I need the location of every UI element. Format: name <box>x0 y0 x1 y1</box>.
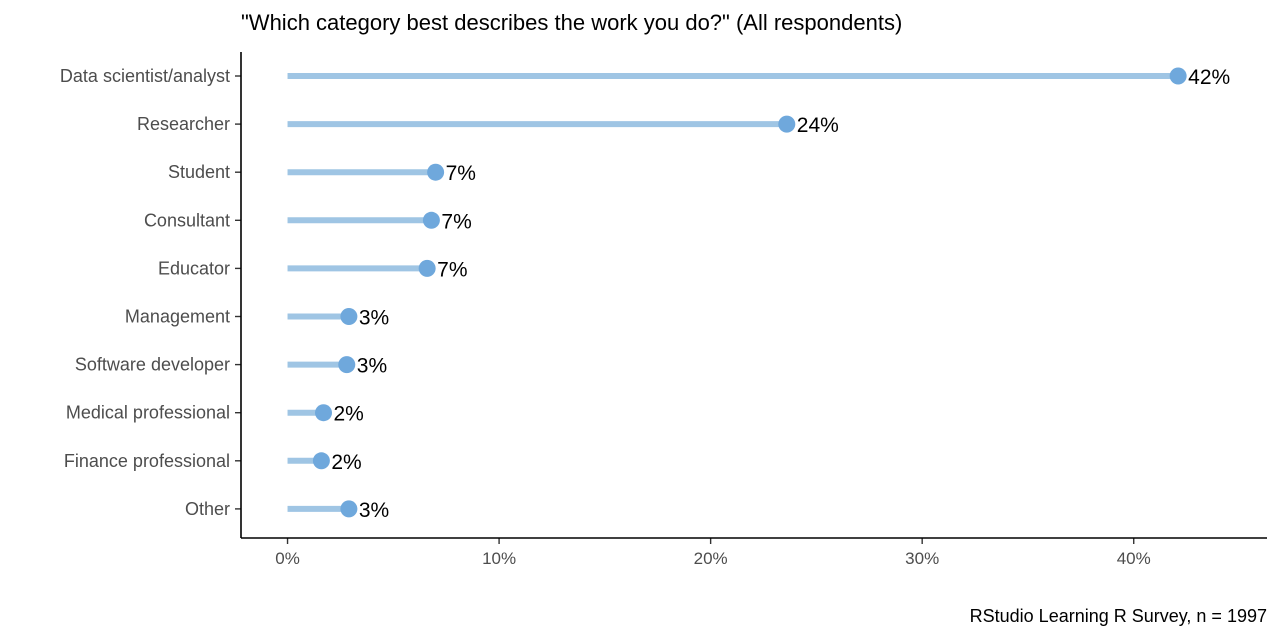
lollipop-dot <box>338 356 356 374</box>
y-tick-label: Consultant <box>144 210 230 230</box>
lollipop-dot <box>418 259 436 277</box>
lollipop-dot <box>1169 67 1187 85</box>
chart-caption: RStudio Learning R Survey, n = 1997 <box>970 606 1267 626</box>
y-tick-label: Finance professional <box>64 451 230 471</box>
y-tick-label: Student <box>168 162 230 182</box>
data-label: 2% <box>331 451 361 474</box>
y-tick-label: Other <box>185 499 230 519</box>
y-tick-label: Educator <box>158 258 230 278</box>
y-tick-label: Software developer <box>75 355 230 375</box>
y-tick-label: Researcher <box>137 114 230 134</box>
data-label: 3% <box>359 499 389 522</box>
x-tick-label: 0% <box>275 549 300 568</box>
y-tick-label: Data scientist/analyst <box>60 66 230 86</box>
data-label: 7% <box>441 210 471 233</box>
x-tick-label: 40% <box>1117 549 1151 568</box>
plot-area: 0% 10% 20% 30% 40% Data scientist/analyst 42% R… <box>60 66 1230 568</box>
x-tick-label: 20% <box>694 549 728 568</box>
lollipop-dot <box>315 404 333 422</box>
data-label: 42% <box>1188 66 1230 89</box>
lollipop-dot <box>312 452 330 470</box>
data-label: 24% <box>797 114 839 137</box>
y-tick-label: Medical professional <box>66 403 230 423</box>
data-label: 7% <box>437 258 467 281</box>
data-label: 2% <box>334 403 364 426</box>
x-tick-label: 10% <box>482 549 516 568</box>
lollipop-dot <box>778 115 796 133</box>
data-label: 7% <box>446 162 476 185</box>
lollipop-dot <box>422 211 440 229</box>
data-label: 3% <box>359 307 389 330</box>
lollipop-dot <box>427 163 445 181</box>
chart-title: "Which category best describes the work … <box>241 10 902 35</box>
data-label: 3% <box>357 355 387 378</box>
y-tick-label: Management <box>125 307 230 327</box>
lollipop-dot <box>340 500 358 518</box>
x-tick-label: 30% <box>905 549 939 568</box>
lollipop-dot <box>340 308 358 325</box>
